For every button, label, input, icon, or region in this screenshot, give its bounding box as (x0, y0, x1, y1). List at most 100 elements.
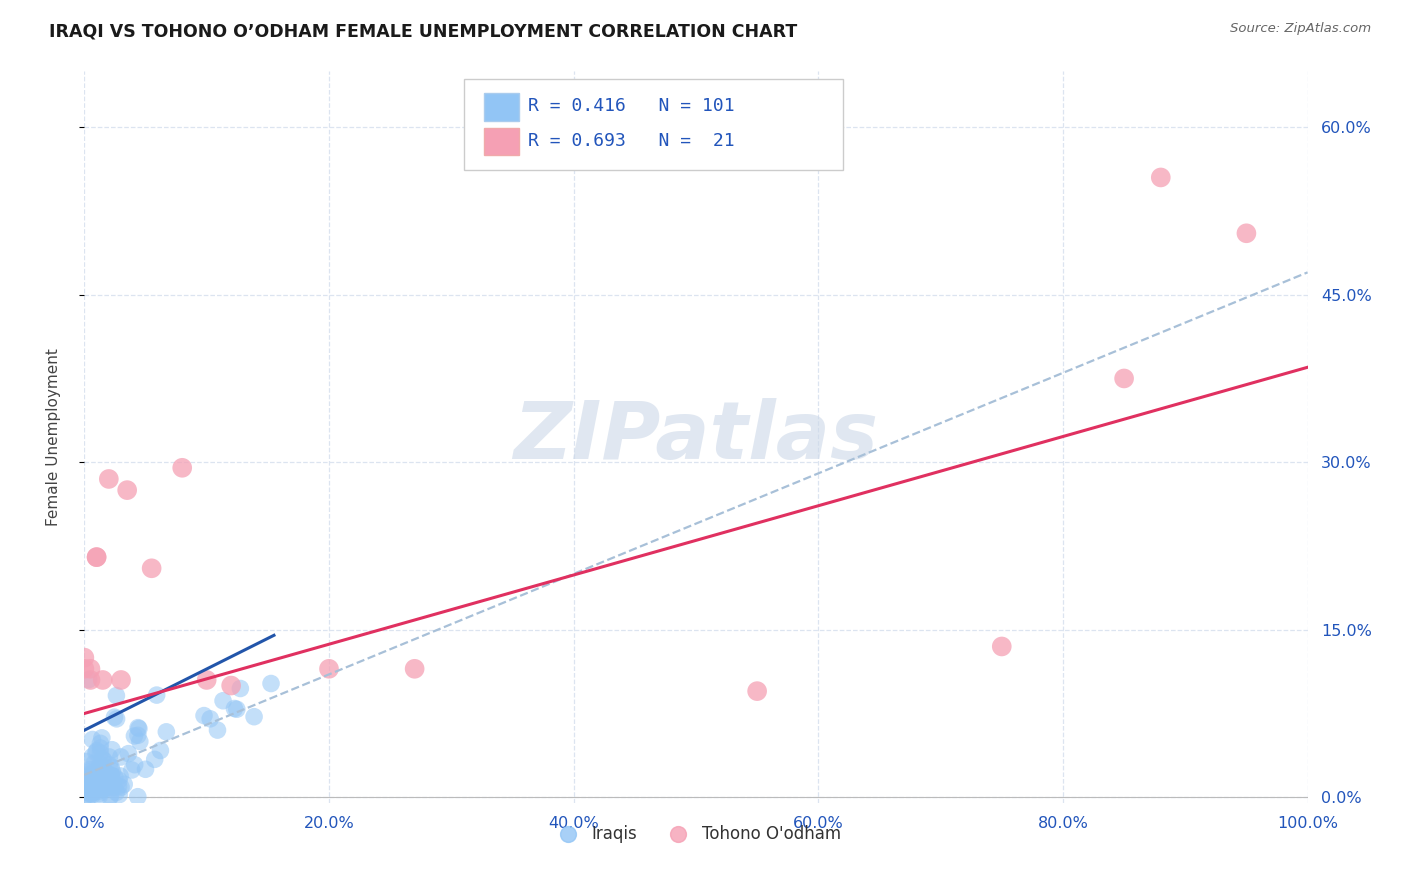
Point (100, 789, 122, 803)
Point (89, 786, 111, 800)
Point (96, 767, 118, 781)
Point (100, 768, 122, 782)
Point (110, 673, 132, 687)
Point (98, 750, 121, 764)
Point (91, 768, 114, 782)
Point (89, 736, 111, 750)
Point (82, 788, 104, 802)
Point (108, 769, 131, 783)
Point (83, 756, 105, 771)
Point (1114, 371, 1136, 385)
Point (79, 662, 101, 676)
Point (93, 776, 115, 790)
Text: ZIPatlas: ZIPatlas (513, 398, 879, 476)
Point (219, 679, 242, 693)
Point (127, 728, 149, 742)
Point (112, 777, 135, 791)
Point (103, 710, 125, 724)
Point (79, 763, 101, 777)
Point (149, 743, 172, 757)
Point (82, 786, 104, 800)
Point (1150, 170, 1173, 185)
Point (110, 750, 132, 764)
Text: R = 0.693   N =  21: R = 0.693 N = 21 (529, 132, 735, 150)
Point (77, 786, 100, 800)
Point (243, 709, 266, 723)
Point (73, 650, 96, 665)
Point (200, 712, 222, 726)
Point (747, 684, 769, 698)
Point (117, 747, 139, 761)
Point (89, 756, 111, 771)
Point (404, 662, 426, 676)
Point (91, 752, 114, 766)
Point (124, 757, 146, 772)
Point (94, 773, 117, 788)
Point (76, 786, 98, 800)
Bar (484, 94, 519, 121)
Point (224, 701, 246, 715)
Point (104, 770, 127, 784)
Legend: Iraqis, Tohono O'odham: Iraqis, Tohono O'odham (544, 818, 848, 849)
Point (105, 712, 128, 726)
Point (77, 673, 100, 687)
Point (87, 784, 110, 798)
Bar (484, 128, 519, 155)
Point (76, 782, 98, 797)
Point (100, 769, 122, 783)
Point (90, 731, 112, 745)
Point (100, 760, 122, 774)
Point (128, 722, 150, 736)
Point (77, 770, 100, 784)
Point (121, 763, 143, 777)
Point (98, 790, 121, 805)
Point (83, 768, 105, 782)
Point (89, 746, 111, 760)
Point (93, 781, 115, 796)
Point (96, 780, 118, 795)
Point (97, 472, 120, 486)
Point (229, 681, 252, 696)
Point (101, 764, 124, 778)
Point (193, 708, 215, 723)
Point (103, 780, 125, 795)
Point (98, 758, 121, 772)
Text: Source: ZipAtlas.com: Source: ZipAtlas.com (1230, 22, 1371, 36)
Point (90, 765, 112, 780)
Point (84, 746, 107, 760)
Point (127, 721, 149, 735)
FancyBboxPatch shape (464, 78, 842, 170)
Point (96, 781, 118, 796)
Point (80, 776, 103, 790)
Point (318, 662, 340, 676)
Point (225, 702, 247, 716)
Point (86, 550, 108, 565)
Point (89, 740, 111, 755)
Point (80, 786, 103, 800)
Point (155, 724, 177, 739)
Point (89, 762, 111, 776)
Point (1236, 227, 1258, 241)
Point (82, 732, 104, 747)
Point (101, 742, 124, 756)
Point (91, 775, 114, 789)
Point (84, 778, 107, 792)
Point (143, 752, 166, 766)
Point (115, 483, 138, 497)
Point (75, 789, 97, 803)
Point (110, 780, 132, 795)
Text: IRAQI VS TOHONO O’ODHAM FEMALE UNEMPLOYMENT CORRELATION CHART: IRAQI VS TOHONO O’ODHAM FEMALE UNEMPLOYM… (49, 22, 797, 40)
Point (80, 766, 103, 780)
Text: R = 0.416   N = 101: R = 0.416 N = 101 (529, 97, 735, 115)
Point (77, 790, 100, 805)
Point (124, 729, 146, 743)
Point (108, 788, 131, 802)
Point (75, 775, 97, 789)
Point (79, 673, 101, 687)
Point (80, 769, 103, 783)
Point (89, 777, 111, 791)
Point (79, 787, 101, 801)
Point (73, 662, 96, 676)
Point (207, 723, 229, 737)
Point (107, 780, 129, 794)
